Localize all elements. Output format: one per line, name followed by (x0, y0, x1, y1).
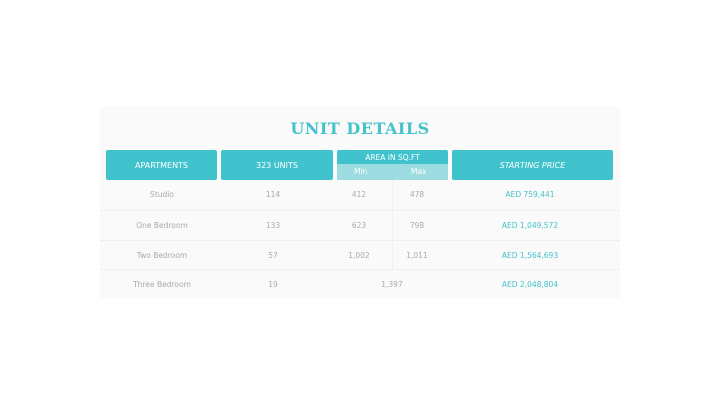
cell-units: 114 (265, 190, 281, 199)
header-area: AREA IN SQ.FT (337, 150, 448, 164)
cell-price: AED 759,441 (505, 190, 555, 199)
cell-max: 798 (409, 221, 425, 230)
cell-type: Three Bedroom (133, 280, 191, 289)
cell-min: 412 (351, 190, 367, 199)
table-row: Three Bedroom 19 1,397 AED 2,048,804 (100, 269, 620, 299)
cell-units: 133 (265, 221, 281, 230)
cell-price: AED 1,564,693 (501, 251, 559, 260)
table-row: One Bedroom 133 623 798 AED 1,049,572 (100, 210, 620, 240)
cell-price: AED 1,049,572 (501, 221, 559, 230)
header-price: STARTING PRICE (452, 150, 613, 180)
header-max: Max (411, 167, 427, 176)
header-units: 323 UNITS (221, 150, 333, 180)
cell-min: 1,002 (348, 251, 370, 260)
header-apartments: APARTMENTS (106, 150, 217, 180)
cell-units: 57 (268, 251, 278, 260)
cell-type: Studio (150, 190, 174, 199)
header-min: Min (354, 167, 368, 176)
cell-max: 1,011 (406, 251, 428, 260)
cell-type: One Bedroom (136, 221, 188, 230)
cell-min: 623 (351, 221, 367, 230)
column-divider (392, 180, 393, 269)
page-title: UNIT DETAILS (290, 119, 430, 138)
cell-max: 478 (409, 190, 425, 199)
cell-type: Two Bedroom (136, 251, 188, 260)
cell-area: 1,397 (381, 280, 403, 289)
cell-price: AED 2,048,804 (501, 280, 559, 289)
table-row: Studio 114 412 478 AED 759,441 (100, 180, 620, 209)
table-row: Two Bedroom 57 1,002 1,011 AED 1,564,693 (100, 240, 620, 270)
unit-details-panel: UNIT DETAILS APARTMENTS 323 UNITS AREA I… (100, 106, 620, 298)
header-area-sub: Min Max (337, 164, 448, 180)
cell-units: 19 (268, 280, 278, 289)
